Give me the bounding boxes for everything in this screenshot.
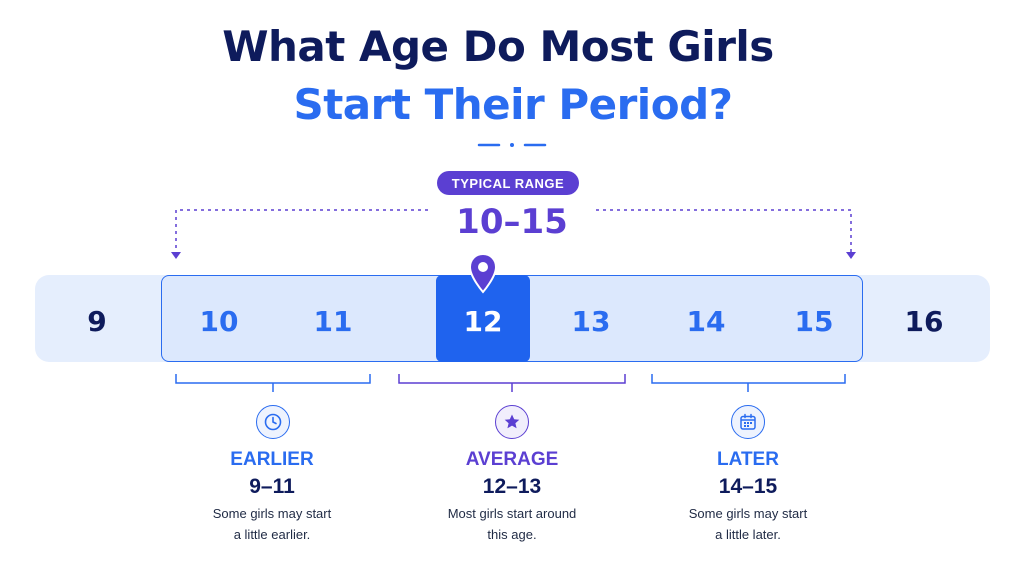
later-bracket <box>651 374 846 392</box>
age-15: 15 <box>794 305 834 338</box>
earlier-desc-line-1: Some girls may start <box>212 506 332 521</box>
earlier-bracket <box>175 374 371 392</box>
calendar-icon <box>731 405 765 439</box>
title-divider <box>477 143 547 147</box>
typical-range-value: 10–15 <box>456 202 568 242</box>
average-desc-line-2: this age. <box>487 527 537 542</box>
average-desc-line-1: Most girls start around <box>447 506 577 521</box>
age-14: 14 <box>686 305 726 338</box>
location-pin-icon <box>468 252 498 294</box>
average-label: AVERAGE <box>465 449 559 470</box>
left-range-arrow <box>171 209 428 259</box>
age-9: 9 <box>87 305 107 338</box>
earlier-desc-line-2: a little earlier. <box>233 527 311 542</box>
age-11: 11 <box>313 305 353 338</box>
later-label: LATER <box>717 449 779 470</box>
clock-icon <box>256 405 290 439</box>
average-bracket <box>398 374 626 392</box>
age-16: 16 <box>904 305 944 338</box>
star-icon <box>495 405 529 439</box>
typical-range-badge: TYPICAL RANGE <box>437 171 579 195</box>
earlier-label: EARLIER <box>230 449 314 470</box>
later-desc-line-1: Some girls may start <box>688 506 808 521</box>
earlier-range: 9–11 <box>249 475 295 498</box>
age-12: 12 <box>463 305 503 338</box>
later-desc-line-2: a little later. <box>715 527 781 542</box>
age-10: 10 <box>199 305 239 338</box>
average-range: 12–13 <box>482 475 542 498</box>
later-range: 14–15 <box>718 475 778 498</box>
age-13: 13 <box>571 305 611 338</box>
right-range-arrow <box>596 209 856 259</box>
title-line-1: What Age Do Most Girls <box>222 22 774 71</box>
title-line-2: Start Their Period? <box>293 80 733 129</box>
